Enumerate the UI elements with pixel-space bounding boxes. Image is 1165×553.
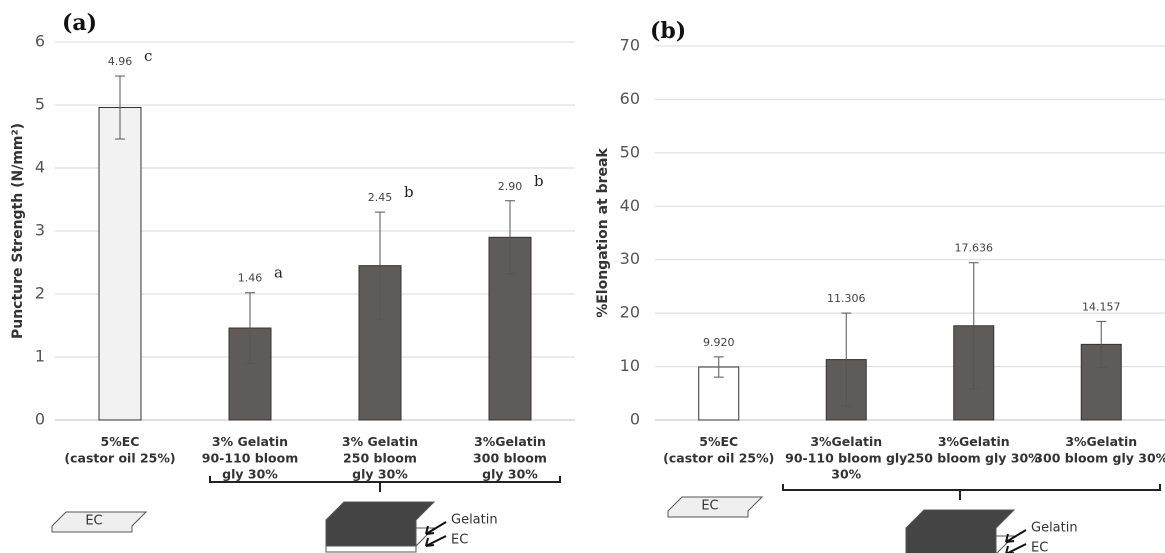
panel-label: (a) bbox=[62, 10, 97, 36]
diagram-label: EC bbox=[85, 514, 102, 529]
y-tick-label: 40 bbox=[620, 196, 640, 215]
y-tick-label: 70 bbox=[620, 36, 640, 55]
y-tick-label: 0 bbox=[630, 410, 640, 429]
value-label: 2.45 bbox=[368, 191, 393, 204]
y-tick-label: 0 bbox=[35, 410, 45, 429]
x-tick-label: 5%EC(castor oil 25%) bbox=[64, 434, 175, 465]
y-tick-label: 10 bbox=[620, 356, 640, 375]
diagram-label: EC bbox=[1031, 541, 1048, 553]
bar bbox=[99, 108, 141, 420]
y-tick-label: 1 bbox=[35, 347, 45, 366]
diagram-label: Gelatin bbox=[1031, 521, 1078, 536]
figure: (a) Puncture Strength (N/mm²) 0 1 2 3 4 5 6 5%EC(… bbox=[0, 0, 1165, 553]
significance-letter: c bbox=[144, 47, 152, 65]
arrow bbox=[1006, 530, 1026, 553]
y-tick-label: 5 bbox=[35, 95, 45, 114]
y-tick-label: 20 bbox=[620, 303, 640, 322]
significance-letter: b bbox=[404, 183, 414, 201]
arrow bbox=[426, 522, 446, 546]
significance-letter: b bbox=[534, 172, 544, 190]
y-axis-label: Puncture Strength (N/mm²) bbox=[10, 123, 26, 339]
y-tick-label: 60 bbox=[620, 89, 640, 108]
y-tick-label: 6 bbox=[35, 32, 45, 51]
value-label: 2.90 bbox=[498, 180, 523, 193]
y-tick-label: 50 bbox=[620, 142, 640, 161]
y-axis-label: %Elongation at break bbox=[595, 148, 611, 318]
value-label: 17.636 bbox=[955, 242, 994, 255]
value-label: 4.96 bbox=[108, 55, 133, 68]
value-label: 14.157 bbox=[1082, 300, 1121, 313]
bracket bbox=[783, 484, 1160, 500]
panel-label: (b) bbox=[650, 18, 686, 44]
value-label: 9.920 bbox=[703, 336, 735, 349]
diagram-label: EC bbox=[701, 499, 718, 514]
significance-letter: a bbox=[274, 264, 283, 282]
diagram-label: Gelatin bbox=[451, 513, 498, 528]
y-tick-label: 4 bbox=[35, 158, 45, 177]
x-tick-label: 5%EC(castor oil 25%) bbox=[663, 434, 774, 465]
value-label: 1.46 bbox=[238, 272, 263, 285]
y-tick-label: 3 bbox=[35, 221, 45, 240]
y-tick-label: 30 bbox=[620, 249, 640, 268]
y-tick-label: 2 bbox=[35, 284, 45, 303]
diagram-label: EC bbox=[451, 533, 468, 548]
value-label: 11.306 bbox=[827, 292, 866, 305]
